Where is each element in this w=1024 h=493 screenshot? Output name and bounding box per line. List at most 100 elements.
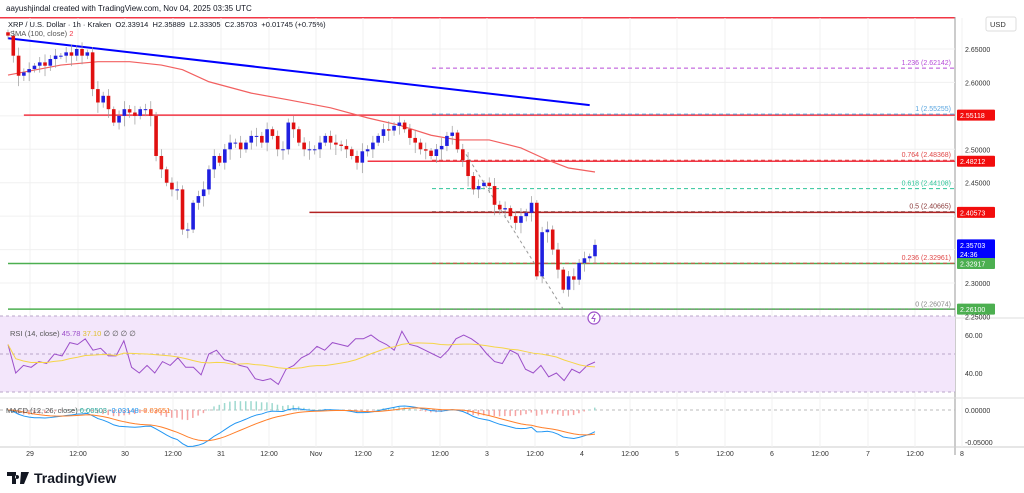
candle	[80, 49, 84, 56]
macd-histogram-bar	[514, 410, 517, 417]
candle	[265, 129, 269, 143]
candle	[423, 149, 428, 151]
sma-line	[7, 61, 596, 173]
candle	[53, 55, 58, 60]
candle	[513, 216, 518, 223]
price-badge-value: 2.35703	[960, 243, 985, 250]
candle	[545, 229, 550, 233]
candle	[69, 52, 74, 56]
candle	[297, 129, 301, 143]
candle	[561, 269, 566, 290]
candle	[106, 95, 111, 110]
candle	[90, 52, 95, 90]
macd-histogram-bar	[229, 401, 231, 411]
macd-histogram-bar	[12, 410, 14, 412]
macd-histogram-bar	[366, 410, 369, 412]
candle	[334, 142, 338, 145]
macd-histogram-bar	[493, 410, 496, 416]
price-tick: 2.50000	[965, 147, 990, 154]
candle	[566, 276, 571, 290]
macd-histogram-bar	[155, 410, 157, 414]
candle	[254, 135, 259, 137]
sma-legend[interactable]: SMA (100, close) 2	[10, 29, 73, 38]
symbol-name[interactable]: XRP / U.S. Dollar · 1h · Kraken	[8, 20, 112, 29]
candle	[207, 169, 211, 190]
candle	[48, 59, 53, 66]
time-tick: 12:00	[354, 451, 372, 458]
macd-histogram-bar	[461, 410, 464, 412]
macd-histogram-bar	[556, 410, 559, 415]
time-tick: 4	[580, 451, 584, 458]
price-tick: 2.60000	[965, 80, 990, 87]
currency-button[interactable]	[985, 16, 1017, 32]
candle	[96, 89, 100, 103]
rsi-band	[0, 316, 955, 392]
candle	[339, 144, 343, 146]
candle	[32, 65, 37, 70]
high-value: H2.35889	[152, 20, 186, 29]
candle	[6, 32, 10, 36]
macd-histogram-bar	[260, 402, 263, 411]
time-tick: 30	[121, 451, 129, 458]
candle	[286, 122, 291, 150]
price-badge	[957, 155, 995, 167]
candle	[186, 229, 190, 231]
candle	[349, 149, 354, 156]
macd-histogram-bar	[250, 401, 252, 411]
macd-histogram-bar	[424, 410, 427, 412]
candle	[37, 62, 42, 66]
macd-histogram-bar	[377, 409, 379, 411]
macd-histogram-bar	[123, 410, 125, 416]
fib-level-label: 1 (2.55255)	[915, 106, 951, 113]
price-badge	[957, 109, 995, 121]
macd-histogram-bar	[213, 406, 215, 411]
candle	[376, 135, 380, 143]
macd-histogram-bar	[271, 403, 273, 411]
candle	[180, 189, 185, 230]
rsi-extra: ∅ ∅ ∅ ∅	[103, 329, 136, 338]
candle	[281, 149, 285, 151]
candle	[191, 202, 195, 230]
candle	[159, 155, 164, 170]
macd-signal-line	[7, 407, 596, 442]
tradingview-logo[interactable]: TradingView	[7, 470, 116, 486]
time-tick: 12:00	[260, 451, 278, 458]
candle	[85, 52, 90, 56]
candle	[402, 122, 407, 130]
candle	[74, 49, 79, 56]
candle	[519, 216, 523, 223]
time-tick: Nov	[310, 451, 323, 458]
rsi-legend[interactable]: RSI (14, close) 45.78 37.10 ∅ ∅ ∅ ∅	[10, 329, 136, 338]
fib-level-label: 1.236 (2.62142)	[902, 60, 951, 67]
macd-tick: 0.00000	[965, 408, 990, 415]
candle	[540, 232, 544, 277]
macd-histogram-bar	[176, 410, 178, 418]
candle	[154, 115, 158, 156]
candle	[101, 95, 105, 103]
macd-histogram-bar	[504, 410, 506, 417]
candle	[291, 122, 296, 130]
candle	[482, 182, 486, 187]
macd-legend[interactable]: MACD (12, 26, close) 0.00503 -0.03148 -0…	[6, 406, 170, 415]
macd-histogram-bar	[319, 409, 321, 411]
macd-histogram-bar	[81, 408, 83, 411]
macd-histogram-bar	[430, 410, 432, 413]
candle	[413, 137, 417, 143]
macd-histogram-bar	[218, 404, 221, 411]
price-tick: 2.25000	[965, 314, 990, 321]
macd-histogram-bar	[562, 410, 564, 416]
fib-diagonal	[462, 149, 564, 310]
time-tick: 12:00	[526, 451, 544, 458]
macd-histogram-bar	[139, 410, 141, 413]
rsi-value: 45.78	[61, 329, 81, 338]
rsi-ma-line	[7, 342, 596, 370]
macd-histogram-bar	[525, 410, 527, 415]
macd-histogram-bar	[578, 410, 580, 414]
candle	[318, 142, 322, 150]
candle	[111, 109, 116, 123]
time-tick: 12:00	[69, 451, 87, 458]
countdown-timer: 24:36	[960, 252, 978, 259]
macd-histogram-bar	[149, 410, 152, 412]
macd-histogram-bar	[371, 410, 374, 411]
